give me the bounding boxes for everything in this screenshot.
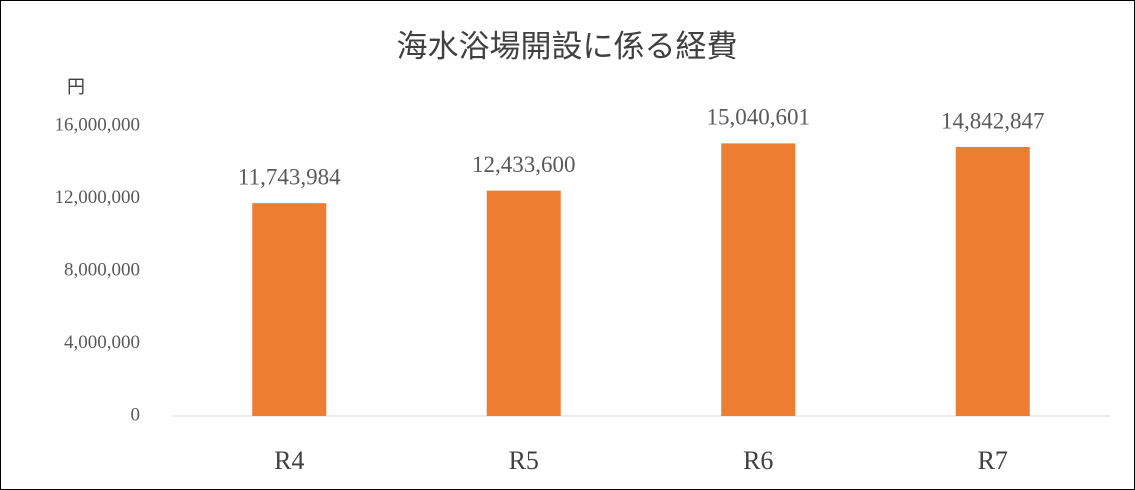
x-tick-label: R7 — [978, 446, 1008, 475]
y-tick-label: 16,000,000 — [55, 114, 141, 135]
y-tick-label: 8,000,000 — [64, 259, 140, 280]
x-tick-label: R6 — [743, 446, 773, 475]
y-tick-label: 4,000,000 — [64, 332, 140, 353]
y-tick-label: 12,000,000 — [55, 187, 141, 208]
y-tick-label: 0 — [131, 404, 141, 425]
y-axis-label: 円 — [67, 77, 85, 97]
bar — [486, 190, 561, 416]
x-tick-label: R5 — [509, 446, 539, 475]
value-label: 11,743,984 — [238, 164, 341, 189]
value-label: 15,040,601 — [707, 105, 811, 130]
value-label: 12,433,600 — [472, 152, 576, 177]
bar — [955, 146, 1030, 417]
bar — [721, 143, 796, 417]
value-label: 14,842,847 — [941, 108, 1045, 133]
x-tick-label: R4 — [274, 446, 304, 475]
bar — [252, 203, 327, 416]
chart-title: 海水浴場開設に係る経費 — [397, 29, 738, 64]
